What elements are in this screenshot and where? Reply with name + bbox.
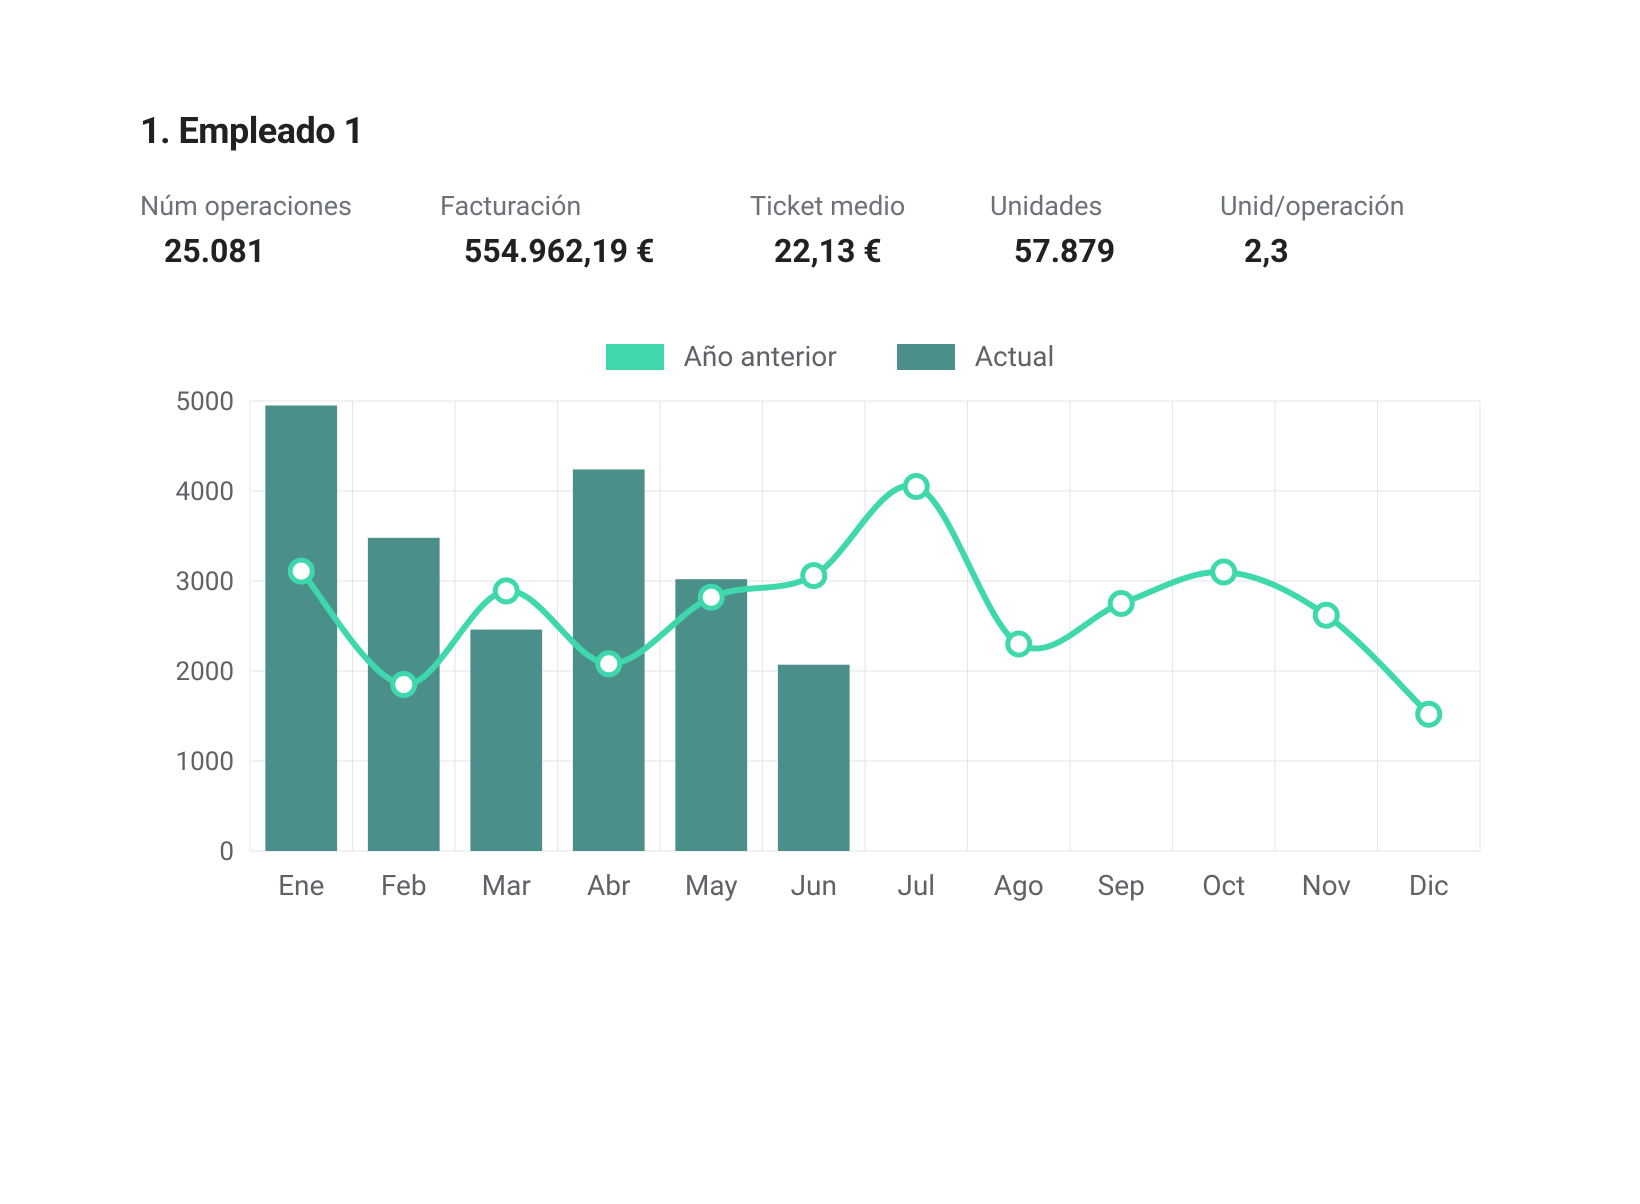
metric-value: 25.081 xyxy=(140,232,440,270)
chart-plot: 0 1000 2000 3000 4000 5000 Ene Feb Mar Abr May Jun J… xyxy=(140,391,1500,911)
legend-swatch-bar xyxy=(897,344,955,370)
metric-unid-operacion: Unid/operación 2,3 xyxy=(1220,190,1450,270)
line-marker xyxy=(1008,633,1030,655)
legend-label-bar: Actual xyxy=(975,340,1055,373)
x-tick-label: Feb xyxy=(381,869,427,902)
line-marker xyxy=(1213,561,1235,583)
x-tick-label: Dic xyxy=(1409,869,1449,902)
bar xyxy=(675,579,747,851)
metric-facturacion: Facturación 554.962,19 € xyxy=(440,190,750,270)
metric-label: Facturación xyxy=(440,190,750,222)
line-marker xyxy=(803,565,825,587)
metric-value: 2,3 xyxy=(1220,232,1450,270)
bar xyxy=(470,630,542,851)
legend-item-line: Año anterior xyxy=(606,340,837,373)
x-tick-label: Jul xyxy=(897,869,935,902)
line-marker xyxy=(700,586,722,608)
x-tick-label: Jun xyxy=(791,869,837,902)
x-tick-label: Abr xyxy=(587,869,631,902)
line-marker xyxy=(290,560,312,582)
metrics-row: Núm operaciones 25.081 Facturación 554.9… xyxy=(140,190,1500,270)
x-tick-label: Mar xyxy=(482,869,532,902)
x-tick-label: Ene xyxy=(278,869,324,902)
metric-value: 22,13 € xyxy=(750,232,990,270)
y-tick-label: 0 xyxy=(219,837,234,867)
y-tick-label: 4000 xyxy=(176,477,234,507)
x-tick-label: Ago xyxy=(994,869,1044,902)
metric-label: Ticket medio xyxy=(750,190,990,222)
y-tick-label: 3000 xyxy=(176,567,234,597)
chart-container: Año anterior Actual 0 1000 2000 3000 4000 500… xyxy=(140,340,1520,911)
metric-value: 57.879 xyxy=(990,232,1220,270)
bar xyxy=(778,665,850,851)
metric-label: Unid/operación xyxy=(1220,190,1450,222)
legend-label-line: Año anterior xyxy=(684,340,837,373)
y-tick-label: 2000 xyxy=(176,657,234,687)
chart-legend: Año anterior Actual xyxy=(140,340,1520,373)
x-tick-label: Nov xyxy=(1302,869,1352,902)
chart-svg: 0 1000 2000 3000 4000 5000 Ene Feb Mar Abr May Jun J… xyxy=(140,391,1500,911)
y-tick-label: 5000 xyxy=(176,391,234,417)
line-marker xyxy=(495,580,517,602)
x-tick-label: May xyxy=(685,869,738,902)
x-tick-label: Oct xyxy=(1202,869,1245,902)
line-marker xyxy=(1418,703,1440,725)
y-tick-label: 1000 xyxy=(176,747,234,777)
dashboard-card: 1. Empleado 1 Núm operaciones 25.081 Fac… xyxy=(0,0,1640,1204)
line-marker xyxy=(1315,604,1337,626)
metric-value: 554.962,19 € xyxy=(440,232,750,270)
metric-num-operaciones: Núm operaciones 25.081 xyxy=(140,190,440,270)
card-title: 1. Empleado 1 xyxy=(140,110,1500,152)
metric-label: Unidades xyxy=(990,190,1220,222)
line-marker xyxy=(1110,593,1132,615)
legend-item-bar: Actual xyxy=(897,340,1055,373)
line-marker xyxy=(598,653,620,675)
line-marker xyxy=(905,476,927,498)
legend-swatch-line xyxy=(606,344,664,370)
x-tick-label: Sep xyxy=(1098,869,1145,902)
metric-ticket-medio: Ticket medio 22,13 € xyxy=(750,190,990,270)
line-marker xyxy=(393,674,415,696)
metric-unidades: Unidades 57.879 xyxy=(990,190,1220,270)
metric-label: Núm operaciones xyxy=(140,190,440,222)
bar xyxy=(265,406,337,852)
